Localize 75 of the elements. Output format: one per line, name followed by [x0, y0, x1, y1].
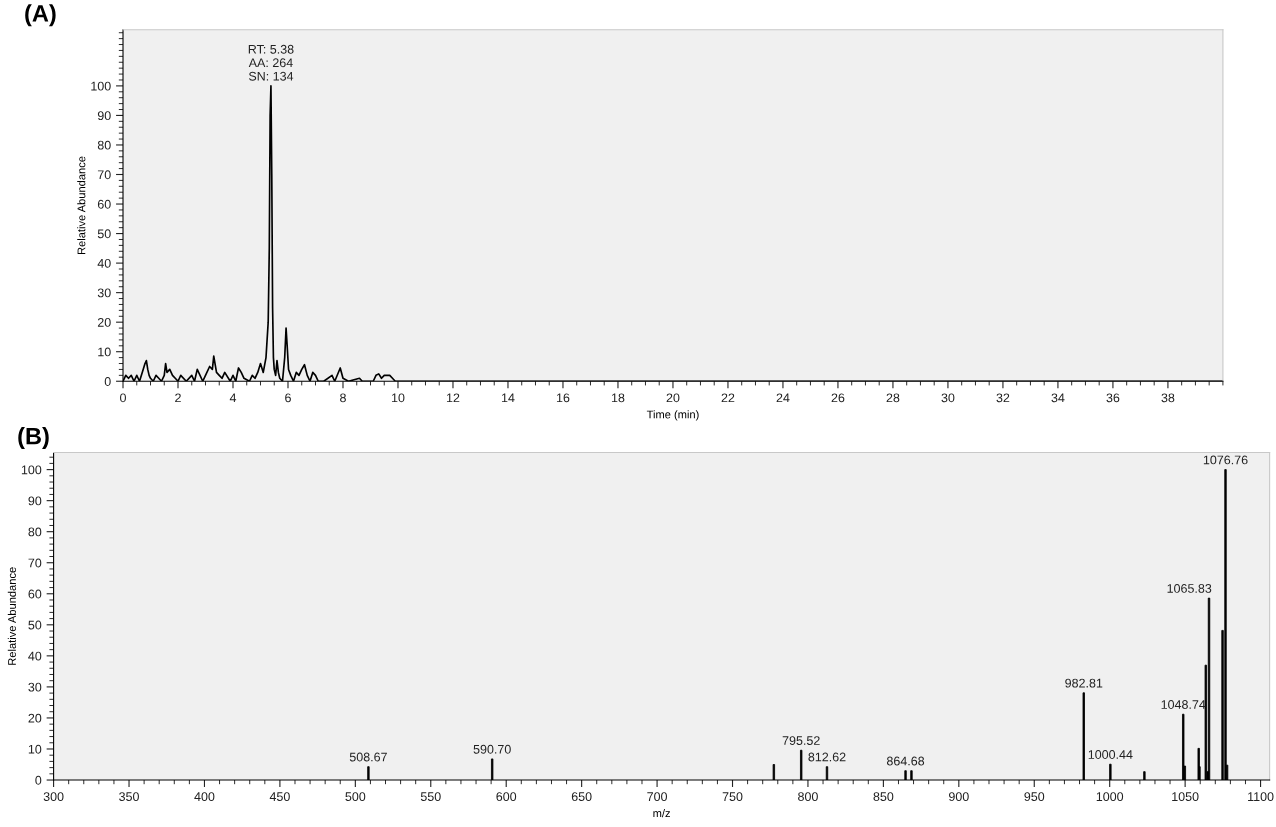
- y-tick-label: 0: [35, 775, 42, 785]
- y-tick-label: 80: [97, 140, 111, 150]
- y-tick-label: 20: [28, 713, 42, 723]
- annotation: 864.68: [886, 756, 925, 766]
- x-tick-label: 34: [1051, 393, 1065, 403]
- annotation: RT: 5.38 AA: 264 SN: 134: [248, 44, 294, 81]
- x-tick-label: 30: [941, 393, 955, 403]
- annotation: 1000.44: [1088, 750, 1133, 759]
- annotation: 590.70: [473, 744, 511, 754]
- x-tick-label: 1000: [1096, 792, 1124, 802]
- x-tick-label: 26: [831, 393, 845, 403]
- y-axis-title: Relative Abundance: [7, 567, 16, 665]
- y-tick-label: 40: [97, 258, 111, 268]
- x-tick-label: 750: [722, 792, 743, 802]
- y-tick-label: 90: [97, 111, 111, 121]
- x-tick-label: 800: [798, 792, 818, 802]
- x-tick-label: 10: [391, 393, 405, 403]
- x-tick-label: 600: [496, 792, 517, 802]
- y-tick-label: 30: [28, 682, 42, 692]
- x-tick-label: 400: [194, 792, 215, 802]
- y-tick-label: 100: [91, 81, 111, 91]
- x-tick-label: 32: [996, 393, 1010, 403]
- x-tick-label: 1100: [1248, 792, 1274, 802]
- y-tick-label: 0: [104, 377, 111, 386]
- x-tick-label: 28: [886, 393, 900, 403]
- y-tick-label: 50: [97, 229, 111, 239]
- x-tick-label: 36: [1106, 393, 1120, 403]
- y-axis-title: Relative Abundance: [77, 156, 86, 255]
- y-tick-label: 50: [28, 620, 42, 630]
- annotation: 812.62: [808, 752, 846, 762]
- annotation: 795.52: [782, 736, 820, 745]
- y-tick-label: 10: [28, 744, 42, 754]
- x-tick-label: 12: [446, 393, 460, 403]
- x-tick-label: 22: [721, 393, 735, 403]
- annotation: 1065.83: [1167, 584, 1212, 593]
- chart-title: (B): [18, 427, 49, 450]
- x-axis-title: Time (min): [646, 410, 699, 421]
- x-tick-label: 8: [340, 393, 346, 403]
- y-tick-label: 100: [21, 465, 42, 475]
- y-tick-label: 10: [98, 347, 111, 357]
- y-tick-label: 80: [28, 527, 42, 537]
- x-tick-label: 700: [647, 792, 668, 802]
- annotation: 508.67: [349, 752, 387, 762]
- y-tick-label: 20: [97, 317, 111, 327]
- y-tick-label: 90: [28, 496, 42, 506]
- x-tick-label: 900: [948, 792, 969, 802]
- x-axis-title: m/z: [653, 809, 670, 818]
- x-tick-label: 550: [420, 792, 441, 802]
- x-tick-label: 20: [666, 393, 680, 403]
- x-tick-label: 38: [1161, 393, 1175, 403]
- x-tick-label: 1050: [1172, 792, 1199, 802]
- y-tick-label: 70: [97, 170, 111, 180]
- x-tick-label: 24: [776, 393, 790, 403]
- x-tick-label: 500: [345, 792, 366, 802]
- x-tick-label: 450: [269, 792, 290, 802]
- x-tick-label: 650: [571, 792, 592, 802]
- y-tick-label: 40: [28, 651, 42, 661]
- x-tick-label: 350: [119, 792, 139, 802]
- x-tick-label: 0: [120, 393, 126, 403]
- y-tick-label: 60: [97, 199, 111, 209]
- x-tick-label: 18: [611, 393, 625, 403]
- x-tick-label: 6: [285, 393, 291, 403]
- x-tick-label: 16: [556, 393, 570, 403]
- x-tick-label: 850: [873, 792, 894, 802]
- x-tick-label: 2: [175, 393, 181, 403]
- y-tick-label: 30: [97, 288, 111, 298]
- annotation: 1076.76: [1203, 455, 1248, 465]
- x-tick-label: 300: [43, 792, 64, 802]
- x-tick-label: 14: [501, 393, 515, 403]
- chart-title: (A): [25, 4, 56, 27]
- x-tick-label: 4: [229, 393, 237, 403]
- x-tick-label: 950: [1024, 792, 1045, 802]
- annotation: 982.81: [1065, 678, 1103, 688]
- y-tick-label: 60: [28, 589, 42, 599]
- y-tick-label: 70: [28, 558, 42, 568]
